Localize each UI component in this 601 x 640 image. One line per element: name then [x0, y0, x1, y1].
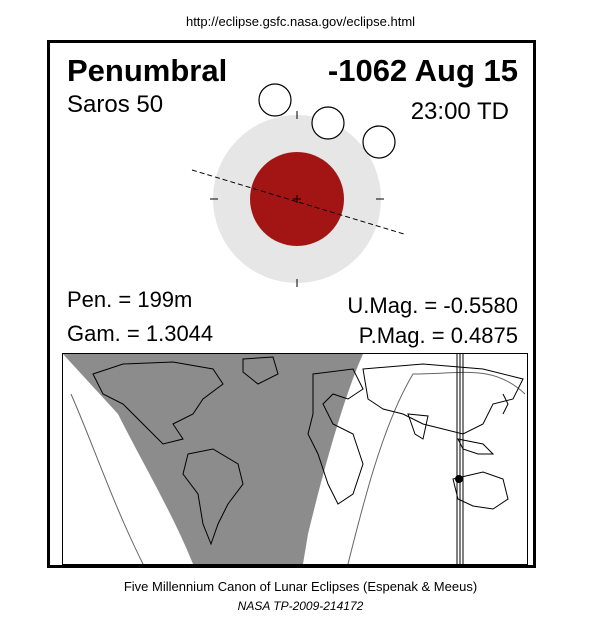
europe-africa-outline [307, 368, 364, 505]
eclipse-time: 23:00 TD [410, 98, 509, 125]
moon-first-contact [258, 83, 292, 117]
eclipse-type: Penumbral [67, 53, 228, 88]
visibility-shaded-region [63, 354, 363, 564]
gamma-value: Gam. = 1.3044 [67, 321, 214, 346]
moon-last-contact [362, 125, 396, 159]
moon-greatest-eclipse [311, 106, 345, 140]
visibility-world-map [62, 353, 528, 565]
nasa-reference: NASA TP-2009-214172 [237, 599, 364, 613]
saros-number: Saros 50 [67, 91, 164, 118]
penumbral-magnitude: P.Mag. = 0.4875 [358, 323, 518, 348]
japan-outline [502, 393, 509, 415]
moon-path-line [191, 169, 405, 235]
umbral-magnitude: U.Mag. = -0.5580 [347, 293, 518, 318]
se-asia-islands-outline [457, 438, 495, 455]
eclipse-panel: Penumbral -1062 Aug 15 Saros 50 23:00 TD… [47, 40, 536, 568]
north-america-outline [92, 361, 224, 445]
south-america-outline [182, 448, 244, 546]
penumbra-boundary-left [70, 393, 144, 564]
india-outline [407, 413, 429, 440]
eclipse-date: -1062 Aug 15 [327, 53, 518, 88]
world-map-svg [63, 354, 526, 564]
source-url[interactable]: http://eclipse.gsfc.nasa.gov/eclipse.htm… [185, 14, 416, 29]
penumbral-duration: Pen. = 199m [67, 287, 193, 312]
canon-caption: Five Millennium Canon of Lunar Eclipses … [123, 579, 478, 594]
eclipse-geometry-diagram [191, 83, 405, 287]
greenland-outline [242, 356, 279, 385]
penumbra-boundary-right [347, 371, 526, 564]
sub-lunar-point [455, 475, 463, 483]
asia-outline [362, 363, 524, 435]
